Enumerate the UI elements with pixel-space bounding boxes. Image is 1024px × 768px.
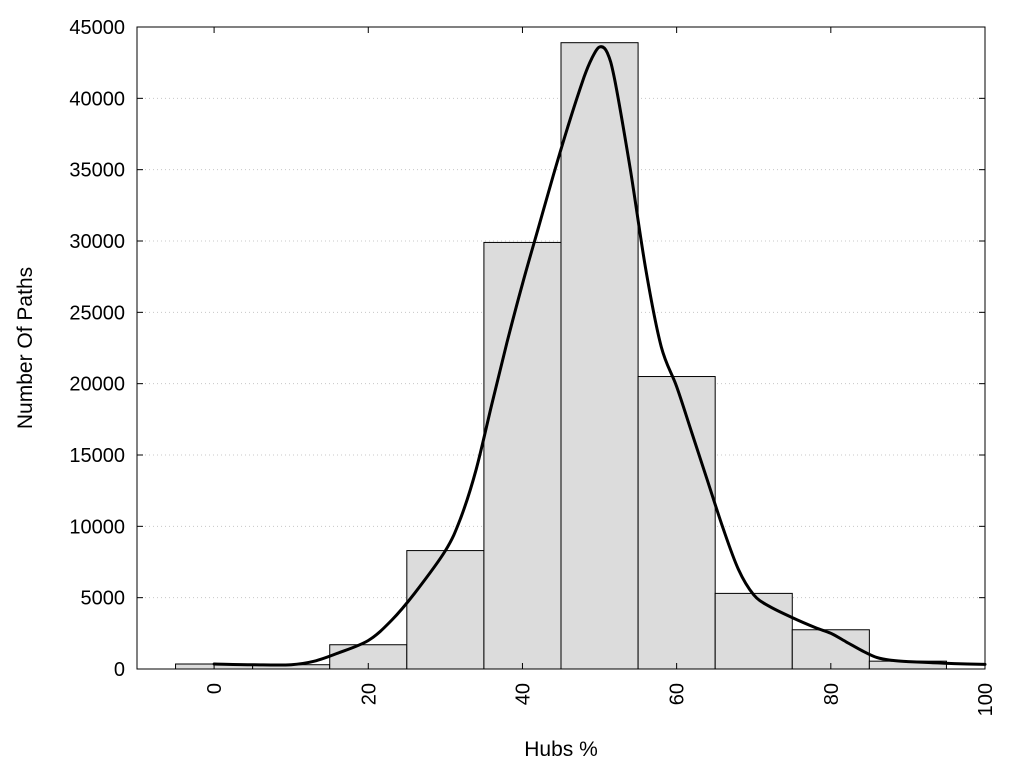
x-tick-label-80: 80 — [821, 683, 843, 705]
y-tick-label-25000: 25000 — [69, 302, 125, 324]
x-axis-label: Hubs % — [524, 738, 598, 761]
bar-60 — [637, 376, 716, 670]
y-tick-label-30000: 30000 — [69, 231, 125, 253]
bar-70 — [714, 592, 793, 670]
x-tick-label-20: 20 — [358, 683, 380, 705]
bar-40 — [483, 241, 562, 670]
y-tick-label-0: 0 — [114, 659, 125, 681]
x-tick-label-100: 100 — [975, 683, 997, 716]
y-tick-label-40000: 40000 — [69, 88, 125, 110]
density-curve-layer — [212, 45, 987, 667]
x-tick-label-0: 0 — [204, 683, 226, 694]
y-tick-label-35000: 35000 — [69, 160, 125, 182]
y-axis-label: Number Of Paths — [14, 267, 37, 429]
plot-frame — [136, 26, 986, 670]
density-curve — [212, 45, 987, 667]
y-tick-label-15000: 15000 — [69, 445, 125, 467]
x-axis: 0 20 40 60 80 100 — [204, 27, 997, 716]
y-tick-label-5000: 5000 — [81, 588, 126, 610]
bar-30 — [406, 550, 485, 670]
y-tick-label-45000: 45000 — [69, 17, 125, 39]
histogram-bars — [175, 42, 947, 670]
y-tick-label-20000: 20000 — [69, 374, 125, 396]
y-tick-label-10000: 10000 — [69, 516, 125, 538]
bar-50 — [560, 42, 639, 670]
y-axis: 0 5000 10000 15000 20000 25000 30000 35000 40000… — [69, 17, 985, 681]
x-tick-label-40: 40 — [512, 683, 534, 705]
x-tick-label-60: 60 — [667, 683, 689, 705]
